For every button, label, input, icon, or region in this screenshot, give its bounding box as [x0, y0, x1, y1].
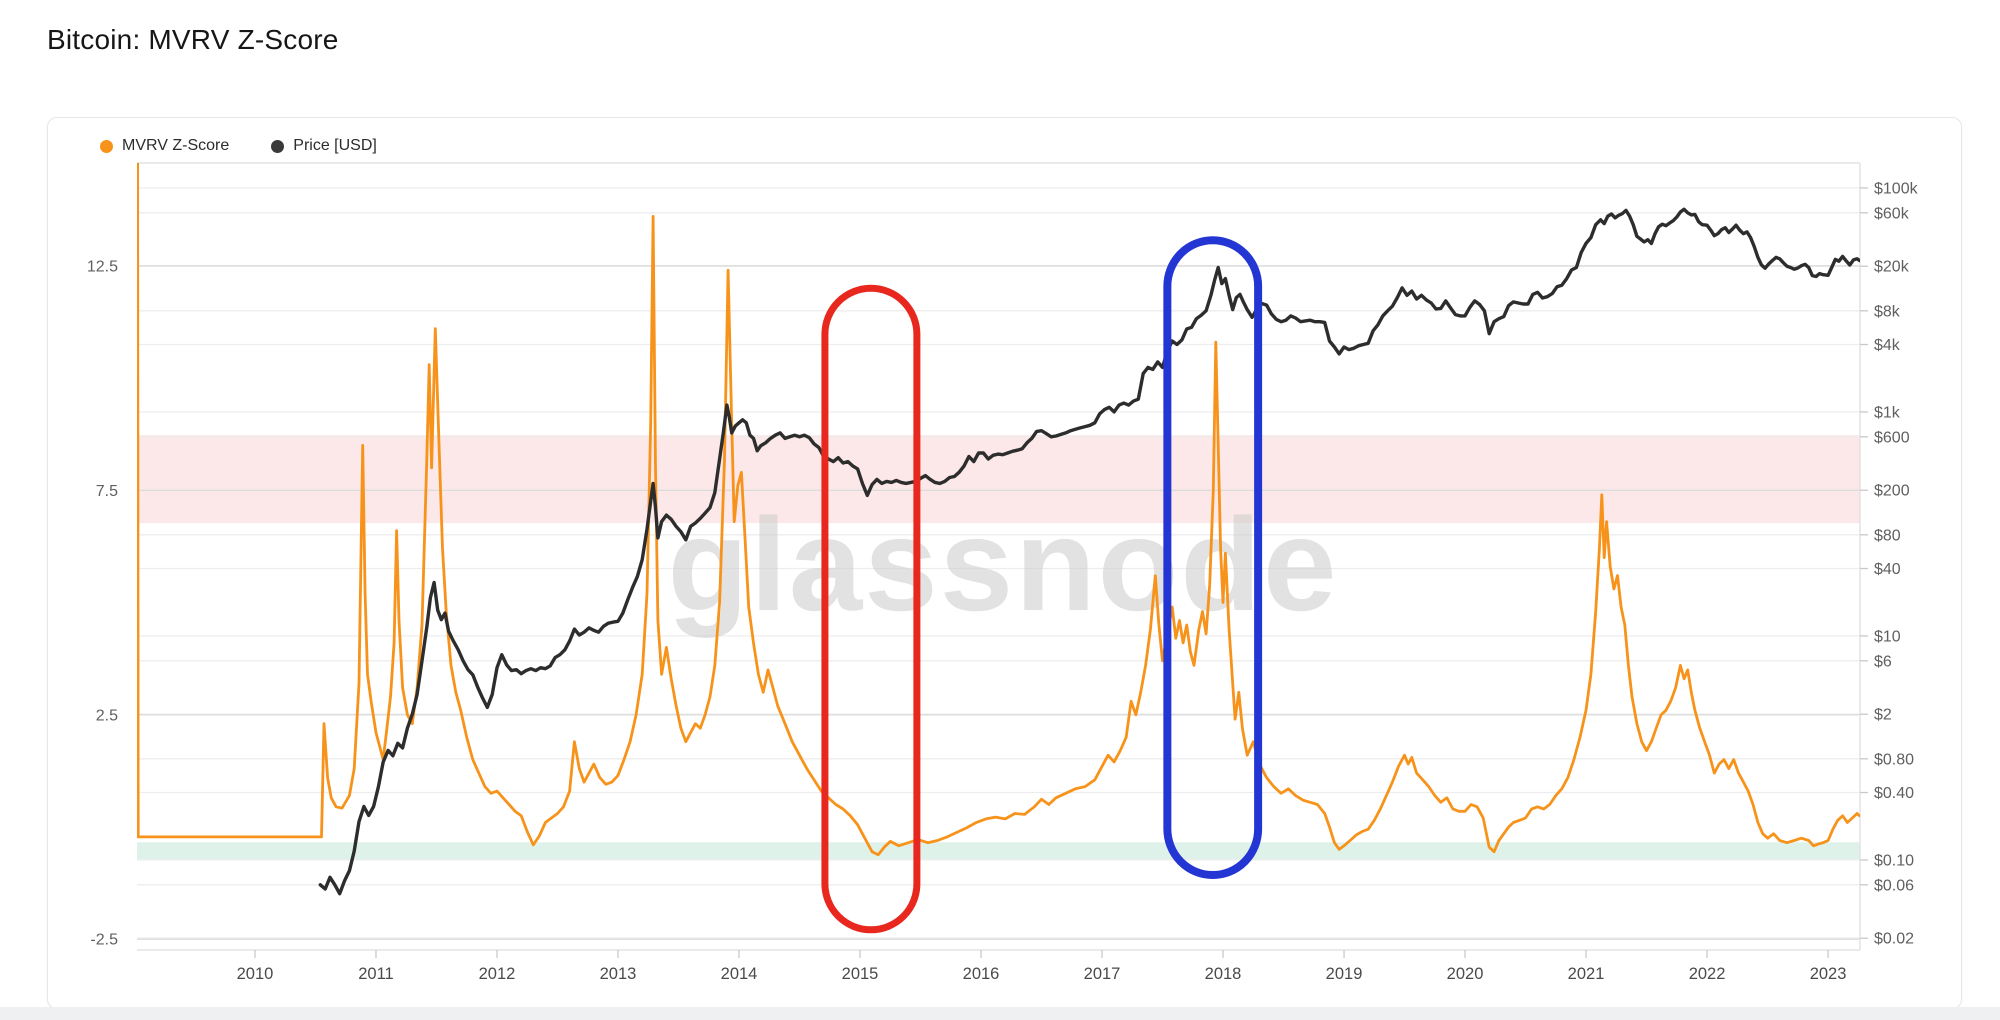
footer-strip: [0, 1007, 2000, 1020]
glassnode-watermark: glassnode: [668, 491, 1339, 638]
y-right-tick-label: $0.80: [1874, 751, 1914, 768]
legend-label-mvrv: MVRV Z-Score: [122, 137, 230, 154]
y-left-tick-label: -2.5: [90, 932, 118, 949]
y-right-tick-label: $80: [1874, 527, 1901, 544]
y-right-tick-label: $1k: [1874, 404, 1901, 421]
y-left-tick-label: 2.5: [96, 707, 118, 724]
mvrv-series-dot-icon: [100, 139, 113, 153]
y-left-tick-label: 7.5: [96, 483, 118, 500]
y-right-tick-label: $200: [1874, 483, 1910, 500]
series-mvrv-z-score: [137, 163, 1860, 857]
y-right-tick-label: $20k: [1874, 259, 1910, 276]
y-right-tick-label: $60k: [1874, 205, 1910, 222]
annotation-top-zone-2018: [1163, 236, 1263, 880]
y-right-tick-label: $0.40: [1874, 785, 1914, 802]
x-axis-tick-label: 2021: [1568, 965, 1605, 983]
y-left-tick-label: 12.5: [87, 258, 118, 275]
legend-item-mvrv[interactable]: MVRV Z-Score: [100, 137, 229, 155]
y-right-tick-label: $10: [1874, 628, 1901, 645]
x-axis-tick-label: 2012: [479, 965, 516, 983]
x-axis-tick-label: 2022: [1689, 965, 1726, 983]
y-right-tick-label: $0.10: [1874, 852, 1914, 869]
price-series-dot-icon: [271, 139, 285, 153]
x-axis-tick-label: 2011: [358, 965, 393, 983]
y-right-tick-label: $8k: [1874, 303, 1901, 320]
x-axis-tick-label: 2023: [1810, 965, 1847, 983]
y-right-tick-label: $600: [1874, 429, 1910, 446]
legend-item-price[interactable]: Price [USD]: [271, 137, 377, 155]
page-title: Bitcoin: MVRV Z-Score: [47, 24, 339, 55]
y-right-tick-label: $100k: [1874, 180, 1919, 197]
y-right-tick-label: $0.06: [1874, 877, 1914, 894]
y-right-tick-label: $2: [1874, 707, 1892, 724]
chart-legend: MVRV Z-Score Price [USD]: [100, 137, 377, 155]
y-right-tick-label: $0.02: [1874, 931, 1914, 948]
undervaluation-band: [137, 842, 1860, 861]
x-axis-tick-label: 2015: [842, 965, 879, 983]
x-axis-tick-label: 2014: [721, 965, 758, 983]
series-price-usd-: [318, 207, 1860, 896]
x-axis-tick-label: 2019: [1326, 965, 1363, 983]
y-right-tick-label: $40: [1874, 561, 1901, 578]
y-right-tick-label: $4k: [1874, 337, 1901, 354]
x-axis-tick-label: 2010: [237, 965, 274, 983]
legend-label-price: Price [USD]: [293, 137, 377, 154]
x-axis-tick-label: 2020: [1447, 965, 1484, 983]
y-right-tick-label: $6: [1874, 653, 1892, 670]
annotation-accumulation-zone-2015: [821, 284, 921, 934]
x-axis-tick-label: 2016: [963, 965, 1000, 983]
x-axis-tick-label: 2013: [600, 965, 637, 983]
x-axis-tick-label: 2017: [1084, 965, 1121, 983]
x-axis-tick-label: 2018: [1205, 965, 1242, 983]
